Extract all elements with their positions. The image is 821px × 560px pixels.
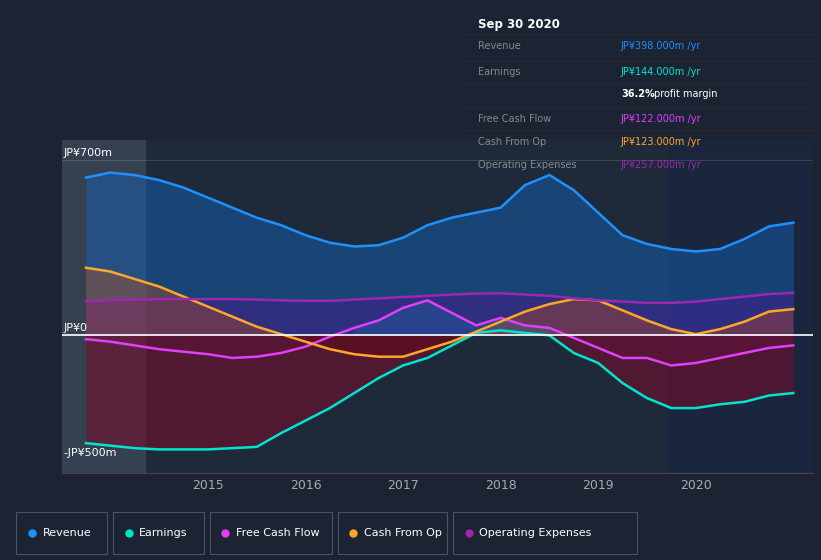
Text: Revenue: Revenue [478,41,521,51]
Text: JP¥144.000m /yr: JP¥144.000m /yr [621,67,701,77]
Text: JP¥257.000m /yr: JP¥257.000m /yr [621,160,702,170]
Text: Free Cash Flow: Free Cash Flow [478,114,551,124]
Text: JP¥398.000m /yr: JP¥398.000m /yr [621,41,701,51]
Text: 36.2%: 36.2% [621,89,654,99]
Text: Operating Expenses: Operating Expenses [479,529,592,538]
Text: JP¥122.000m /yr: JP¥122.000m /yr [621,114,701,124]
Bar [62,140,144,473]
Text: Earnings: Earnings [140,529,188,538]
Text: Operating Expenses: Operating Expenses [478,160,576,170]
Text: -JP¥500m: -JP¥500m [63,448,117,458]
Text: Cash From Op: Cash From Op [364,529,442,538]
Text: Earnings: Earnings [478,67,521,77]
Text: Cash From Op: Cash From Op [478,137,546,147]
Text: profit margin: profit margin [654,89,718,99]
Bar [668,140,813,473]
Text: JP¥123.000m /yr: JP¥123.000m /yr [621,137,701,147]
Text: JP¥700m: JP¥700m [63,147,112,157]
Text: Revenue: Revenue [43,529,91,538]
Text: Free Cash Flow: Free Cash Flow [236,529,319,538]
Text: Sep 30 2020: Sep 30 2020 [478,18,560,31]
Text: JP¥0: JP¥0 [63,324,88,333]
